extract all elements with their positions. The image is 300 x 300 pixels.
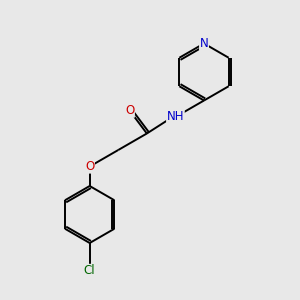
Text: NH: NH xyxy=(167,110,184,124)
Text: N: N xyxy=(200,37,208,50)
Text: Cl: Cl xyxy=(84,264,95,278)
Text: O: O xyxy=(125,104,134,117)
Text: O: O xyxy=(85,160,94,173)
